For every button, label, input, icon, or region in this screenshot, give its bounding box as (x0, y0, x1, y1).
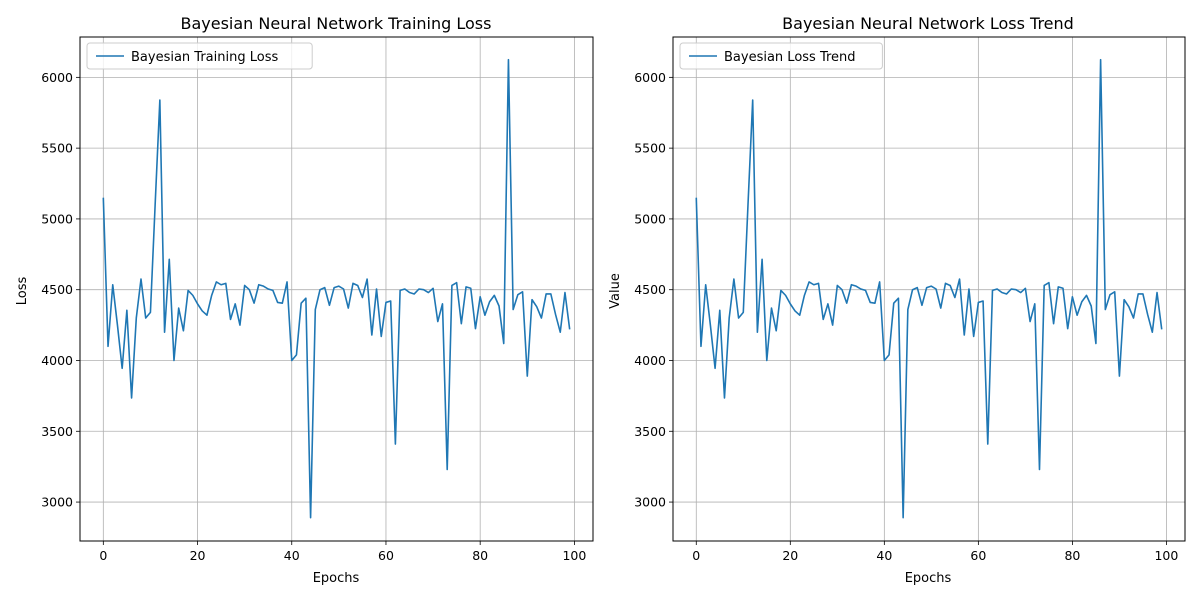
y-tick-label: 5000 (41, 211, 73, 226)
y-tick-label: 3500 (634, 424, 666, 439)
chart-title: Bayesian Neural Network Training Loss (181, 14, 492, 33)
y-tick-label: 3500 (41, 424, 73, 439)
legend: Bayesian Training Loss (86, 42, 313, 70)
x-tick-label: 20 (190, 548, 206, 563)
x-tick-label: 60 (378, 548, 394, 563)
x-tick-label: 0 (692, 548, 700, 563)
plot-frame (672, 36, 1186, 542)
chart-loss-trend: Bayesian Neural Network Loss Trend Epoch… (608, 14, 1186, 586)
y-tick-label: 6000 (41, 70, 73, 85)
y-axis-label: Loss (15, 277, 30, 306)
legend-box (86, 42, 313, 70)
x-tick-label: 0 (99, 548, 107, 563)
y-tick-label: 3000 (634, 495, 666, 510)
ticks: 0 20 40 60 80 100 3000 3500 4000 4500 5000 5500 6000 (634, 70, 1178, 563)
x-axis-label: Epochs (905, 571, 952, 586)
y-tick-label: 3000 (41, 495, 73, 510)
series-line (695, 58, 1163, 519)
x-tick-label: 100 (562, 548, 586, 563)
y-tick-label: 5500 (41, 141, 73, 156)
x-axis-label: Epochs (313, 571, 360, 586)
x-tick-label: 100 (1154, 548, 1178, 563)
x-tick-label: 40 (284, 548, 300, 563)
ticks: 0 20 40 60 80 100 3000 3500 4000 4500 5000 5500 6000 (41, 70, 586, 563)
grid (80, 37, 593, 541)
chart-training-loss: Bayesian Neural Network Training Loss Ep… (15, 14, 594, 586)
y-tick-label: 6000 (634, 70, 666, 85)
legend-label: Bayesian Loss Trend (724, 50, 856, 65)
y-tick-label: 4500 (634, 282, 666, 297)
legend-label: Bayesian Training Loss (131, 50, 278, 65)
y-tick-label: 4500 (41, 282, 73, 297)
y-axis-label: Value (608, 273, 623, 309)
plot-frame (79, 36, 594, 542)
y-tick-label: 5500 (634, 141, 666, 156)
series-line (102, 58, 571, 519)
y-tick-label: 4000 (41, 353, 73, 368)
chart-title: Bayesian Neural Network Loss Trend (782, 14, 1074, 33)
x-tick-label: 80 (1064, 548, 1080, 563)
y-tick-label: 4000 (634, 353, 666, 368)
y-tick-label: 5000 (634, 211, 666, 226)
series-line-group (102, 58, 571, 519)
x-tick-label: 80 (472, 548, 488, 563)
legend: Bayesian Loss Trend (679, 42, 883, 70)
x-tick-label: 40 (876, 548, 892, 563)
x-tick-label: 20 (782, 548, 798, 563)
legend-box (679, 42, 883, 70)
series-line-group (695, 58, 1163, 519)
x-tick-label: 60 (970, 548, 986, 563)
